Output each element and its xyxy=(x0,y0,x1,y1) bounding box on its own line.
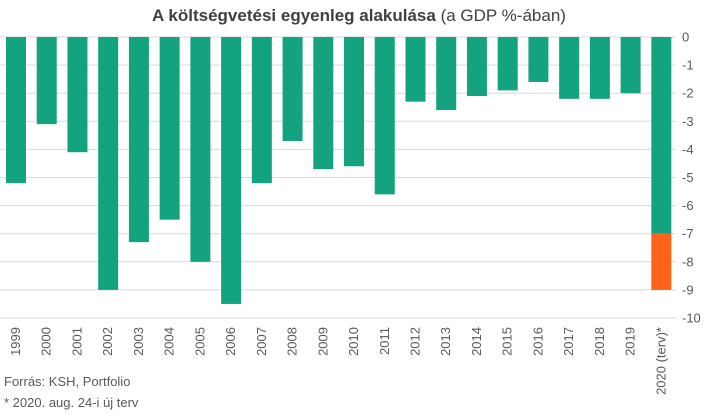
x-tick-label: 2006 xyxy=(223,327,238,356)
x-tick-label: 2015 xyxy=(500,327,515,356)
y-tick-label: 0 xyxy=(682,30,689,45)
chart-title: A költségvetési egyenleg alakulása (a GD… xyxy=(0,6,718,26)
bar xyxy=(528,37,549,82)
bar xyxy=(589,37,610,99)
bar xyxy=(67,37,88,153)
bar xyxy=(36,37,57,125)
bar xyxy=(282,37,303,141)
y-tick-label: -8 xyxy=(682,254,694,269)
x-tick-label: 2003 xyxy=(131,327,146,356)
bar xyxy=(497,37,518,91)
x-tick-label: 2013 xyxy=(438,327,453,356)
y-tick-label: -5 xyxy=(682,170,694,185)
y-tick-label: -10 xyxy=(682,311,701,326)
y-tick-label: -9 xyxy=(682,282,694,297)
x-tick-label: 2005 xyxy=(192,327,207,356)
bar xyxy=(313,37,334,170)
x-tick-label: 1999 xyxy=(8,327,23,356)
x-tick-label: 2001 xyxy=(69,327,84,356)
x-tick-label: 2010 xyxy=(346,327,361,356)
bar xyxy=(436,37,457,111)
x-tick-label: 2017 xyxy=(561,327,576,356)
x-tick-label: 2011 xyxy=(377,327,392,355)
y-tick-label: -7 xyxy=(682,226,694,241)
footnote: * 2020. aug. 24-i új terv xyxy=(4,395,139,410)
bar xyxy=(128,37,149,243)
x-tick-label: 2012 xyxy=(407,327,422,356)
source-note: Forrás: KSH, Portfolio xyxy=(4,374,131,389)
x-tick-label: 2002 xyxy=(100,327,115,356)
chart-title-main: A költségvetési egyenleg alakulása xyxy=(152,6,436,25)
y-tick-label: -6 xyxy=(682,198,694,213)
x-tick-label: 2020 (terv)* xyxy=(653,327,668,395)
x-tick-label: 2000 xyxy=(39,327,54,356)
bar xyxy=(405,37,426,102)
y-tick-label: -1 xyxy=(682,58,694,73)
bar-extension xyxy=(651,233,672,290)
x-tick-label: 2016 xyxy=(530,327,545,356)
x-tick-label: 2019 xyxy=(623,327,638,356)
x-tick-label: 2007 xyxy=(254,327,269,356)
bar xyxy=(190,37,211,262)
x-tick-label: 2018 xyxy=(592,327,607,356)
x-tick-label: 2009 xyxy=(315,327,330,356)
bar xyxy=(159,37,180,220)
bar xyxy=(620,37,641,94)
bar xyxy=(344,37,365,167)
bar xyxy=(559,37,580,99)
y-tick-label: -2 xyxy=(682,86,694,101)
bar xyxy=(651,37,672,234)
bar xyxy=(466,37,487,97)
bar xyxy=(251,37,272,184)
bar xyxy=(98,37,119,290)
x-tick-label: 2014 xyxy=(469,327,484,356)
y-tick-label: -4 xyxy=(682,142,694,157)
bar xyxy=(221,37,242,304)
chart-title-unit: (a GDP %-ában) xyxy=(440,6,566,25)
bar xyxy=(374,37,395,195)
x-tick-label: 2004 xyxy=(162,327,177,356)
x-tick-label: 2008 xyxy=(285,327,300,356)
y-tick-label: -3 xyxy=(682,114,694,129)
bar xyxy=(6,37,26,184)
